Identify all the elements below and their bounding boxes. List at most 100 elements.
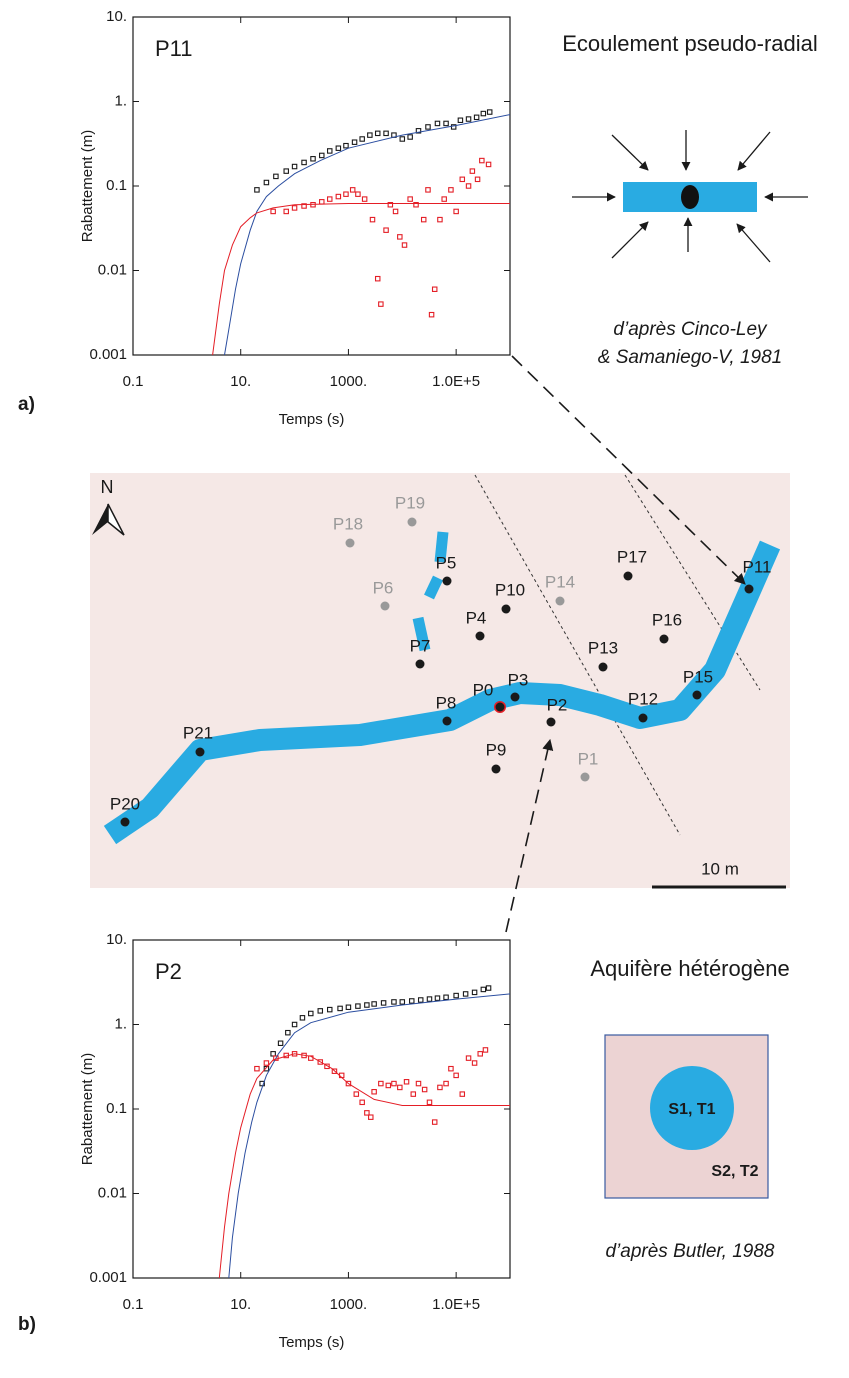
site-map: N 10 m P0 P1 P2 P3 P4 P5 P6 P7 P8 P9 P10 P11 P12 P13 P…: [90, 355, 790, 933]
data-point: [425, 124, 431, 130]
y-axis-label: Rabattement (m): [79, 1053, 96, 1166]
well-label: P0: [473, 680, 494, 699]
x-tick-label: 0.1: [123, 373, 144, 390]
data-point: [368, 1114, 374, 1120]
panel-label: a): [18, 394, 35, 415]
x-tick-label: 1000.: [330, 1296, 368, 1313]
data-point: [428, 311, 435, 318]
data-point: [343, 191, 349, 197]
model-curve: [212, 203, 510, 356]
data-point: [486, 109, 493, 115]
data-point: [359, 1099, 365, 1106]
data-point: [480, 110, 487, 117]
data-point: [308, 1010, 314, 1017]
data-point: [426, 996, 433, 1002]
well-label: P5: [436, 553, 457, 572]
plot-frame: [132, 939, 511, 1279]
data-point: [383, 227, 389, 233]
model-curve: [228, 993, 511, 1279]
well-label: P18: [333, 514, 363, 533]
y-tick-label: 0.1: [106, 177, 127, 194]
y-tick-label: 1.: [114, 92, 127, 109]
data-point: [480, 986, 487, 993]
data-point: [263, 1060, 270, 1066]
data-point: [485, 161, 492, 168]
well-label: P19: [395, 493, 425, 512]
well: [415, 659, 425, 669]
credit: d’après Cinco-Ley: [613, 319, 768, 340]
data-point: [353, 1091, 360, 1097]
data-point: [355, 191, 361, 197]
data-point: [254, 187, 260, 193]
x-tick-label: 10.: [230, 1296, 251, 1313]
data-point: [465, 183, 472, 189]
plot-frame: [132, 16, 511, 356]
data-point: [448, 187, 454, 193]
chart: P11 Temps (s) Rabattement (m) 0.1 10. 1000. 1.…: [79, 8, 511, 428]
well: [380, 601, 390, 611]
data-point: [277, 1040, 284, 1046]
well-label: P14: [545, 572, 575, 591]
fault-lines: [474, 474, 761, 836]
x-tick-label: 10.: [230, 373, 251, 390]
data-point: [448, 1065, 454, 1072]
well: [623, 571, 633, 581]
data-point: [407, 196, 413, 202]
data-point: [407, 134, 413, 140]
data-point: [299, 1015, 306, 1021]
data-point: [301, 159, 307, 166]
y-tick-label: 0.01: [98, 1184, 127, 1201]
data-point: [291, 1021, 298, 1028]
scale-label: 10 m: [701, 859, 739, 878]
well: [681, 185, 699, 209]
heterogeneous-diagram: Aquifère hétérogène S1, T1 S2, T2 d’aprè…: [590, 956, 789, 1262]
data-point: [462, 991, 469, 997]
data-point: [409, 998, 415, 1004]
well: [491, 764, 501, 774]
data-point: [327, 196, 333, 202]
data-point: [283, 208, 289, 215]
y-tick-label: 1.: [114, 1015, 127, 1032]
data-point: [437, 216, 443, 223]
data-point: [335, 193, 342, 200]
data-point: [337, 1005, 343, 1012]
well: [442, 576, 452, 586]
well-label: P16: [652, 610, 682, 629]
data-point: [378, 301, 384, 307]
data-point: [374, 130, 381, 137]
data-point: [421, 1086, 428, 1093]
data-point: [319, 199, 325, 205]
well-label: P3: [508, 670, 529, 689]
well: [475, 631, 485, 641]
x-axis-label: Temps (s): [279, 411, 345, 428]
well-label: P20: [110, 794, 140, 813]
data-point: [327, 1006, 333, 1013]
data-point: [465, 1055, 472, 1061]
data-point: [413, 201, 419, 208]
well-label: P10: [495, 580, 525, 599]
well: [598, 662, 608, 672]
model-curve: [218, 1053, 510, 1279]
data-point: [317, 1059, 324, 1065]
data-point: [443, 120, 449, 127]
y-tick-label: 0.1: [106, 1100, 127, 1117]
y-tick-label: 0.001: [89, 346, 127, 363]
zone-label: S1, T1: [668, 1101, 715, 1118]
data-point: [324, 1063, 330, 1070]
data-point: [479, 157, 485, 164]
well: [195, 747, 205, 757]
data-point: [474, 176, 481, 183]
data-point: [291, 205, 298, 211]
y-axis-label: Rabattement (m): [79, 130, 96, 243]
data-point: [397, 234, 403, 240]
data-point: [319, 152, 325, 159]
well-label: P7: [410, 636, 431, 655]
data-point: [453, 1072, 459, 1079]
well-label: P4: [466, 608, 487, 627]
data-point: [443, 1080, 449, 1087]
flow-diagram: Ecoulement pseudo-radial d’après Cinco-L…: [562, 31, 818, 368]
x-axis-label: Temps (s): [279, 1334, 345, 1351]
well: [546, 717, 556, 727]
well-label: P21: [183, 723, 213, 742]
